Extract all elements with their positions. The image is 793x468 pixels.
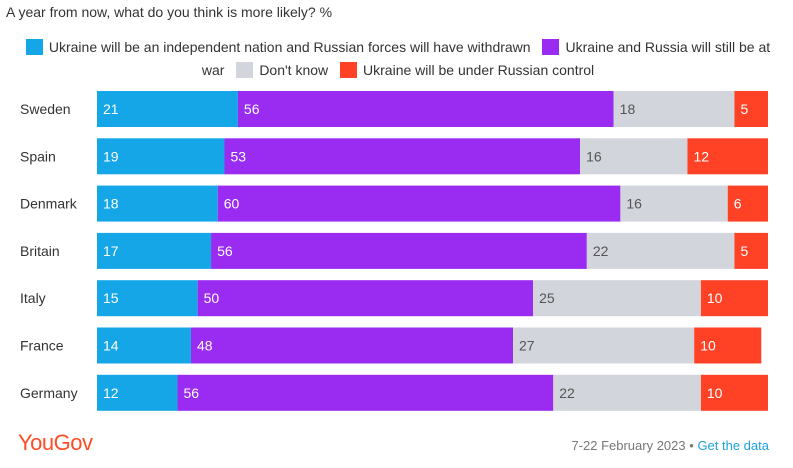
category-label-spain: Spain — [20, 148, 56, 164]
bar-sweden-series-2 — [613, 91, 735, 127]
value-label-germany-series-2: 22 — [559, 385, 575, 401]
value-label-germany-series-1: 56 — [184, 385, 200, 401]
legend: Ukraine will be an independent nation an… — [18, 36, 778, 82]
bar-sweden-series-1 — [237, 91, 614, 127]
category-label-italy: Italy — [20, 290, 46, 306]
bar-sweden-series-0 — [97, 91, 238, 127]
legend-label-war: Ukraine and Russia will still be at war — [201, 39, 771, 78]
fieldwork-date: 7-22 February 2023 — [571, 438, 686, 453]
value-label-spain-series-1: 53 — [230, 148, 246, 164]
value-label-britain-series-3: 5 — [740, 243, 748, 259]
value-label-italy-series-1: 50 — [204, 290, 220, 306]
legend-item-withdrawn: Ukraine will be an independent nation an… — [25, 39, 531, 55]
value-label-france-series-3: 10 — [700, 338, 716, 354]
value-label-germany-series-0: 12 — [103, 385, 119, 401]
bar-france-series-0 — [97, 327, 191, 364]
get-the-data-link[interactable]: Get the data — [697, 438, 769, 453]
bar-germany-series-2 — [553, 374, 701, 411]
bar-spain-series-3 — [687, 138, 768, 175]
legend-label-russian-control: Ukraine will be under Russian control — [363, 62, 595, 78]
bar-britain-series-3 — [734, 232, 768, 269]
value-label-germany-series-3: 10 — [707, 385, 723, 401]
bar-britain-series-1 — [211, 232, 587, 269]
legend-item-russian-control: Ukraine will be under Russian control — [340, 62, 594, 78]
stacked-bar-chart: Sweden 21 56 18 5 Spain 19 53 16 12 Denmark 18 60 16 6… — [20, 91, 768, 411]
bar-italy-series-0 — [97, 280, 198, 317]
bar-italy-series-3 — [700, 280, 768, 317]
bar-germany-series-0 — [97, 374, 178, 411]
value-label-spain-series-3: 12 — [693, 148, 709, 164]
bar-denmark-series-3 — [727, 185, 768, 222]
value-label-denmark-series-0: 18 — [103, 196, 119, 212]
bar-france-series-3 — [694, 327, 762, 364]
bar-denmark-series-0 — [97, 185, 218, 222]
bar-denmark-series-2 — [620, 185, 728, 222]
legend-swatch-war — [542, 39, 560, 55]
category-label-britain: Britain — [20, 243, 60, 259]
value-label-italy-series-3: 10 — [707, 290, 723, 306]
legend-swatch-withdrawn — [25, 39, 43, 55]
value-label-france-series-1: 48 — [197, 338, 213, 354]
bar-italy-series-2 — [533, 280, 701, 317]
value-label-denmark-series-2: 16 — [626, 196, 642, 212]
legend-swatch-russian-control — [340, 62, 358, 78]
value-label-spain-series-0: 19 — [103, 148, 119, 164]
value-label-britain-series-1: 56 — [217, 243, 233, 259]
value-label-britain-series-0: 17 — [103, 243, 119, 259]
footer-info: 7-22 February 2023 • Get the data — [571, 438, 769, 453]
bar-france-series-1 — [190, 327, 514, 364]
value-label-sweden-series-1: 56 — [244, 101, 260, 117]
bar-denmark-series-1 — [217, 185, 621, 222]
footer-separator: • — [689, 438, 694, 453]
legend-label-dont-know: Don't know — [259, 62, 329, 78]
value-label-italy-series-0: 15 — [103, 290, 119, 306]
chart-title: A year from now, what do you think is mo… — [6, 4, 333, 20]
legend-item-dont-know: Don't know — [236, 62, 328, 78]
yougov-logo: YouGov — [18, 430, 93, 455]
value-label-sweden-series-0: 21 — [103, 101, 119, 117]
value-label-denmark-series-1: 60 — [224, 196, 240, 212]
value-label-france-series-2: 27 — [519, 338, 535, 354]
bar-britain-series-0 — [97, 232, 212, 269]
value-label-sweden-series-2: 18 — [620, 101, 636, 117]
bar-spain-series-2 — [580, 138, 688, 175]
legend-item-war — [542, 39, 565, 55]
category-label-germany: Germany — [20, 385, 78, 401]
value-label-britain-series-2: 22 — [593, 243, 609, 259]
bar-spain-series-0 — [97, 138, 225, 175]
bar-germany-series-1 — [177, 374, 554, 411]
value-label-spain-series-2: 16 — [586, 148, 602, 164]
value-label-denmark-series-3: 6 — [734, 196, 742, 212]
category-label-denmark: Denmark — [20, 196, 78, 212]
bar-britain-series-2 — [586, 232, 735, 269]
value-label-france-series-0: 14 — [103, 338, 119, 354]
category-label-france: France — [20, 338, 64, 354]
bar-germany-series-3 — [700, 374, 768, 411]
bar-spain-series-1 — [224, 138, 581, 175]
legend-swatch-dont-know — [236, 62, 254, 78]
value-label-sweden-series-3: 5 — [740, 101, 748, 117]
legend-label-withdrawn: Ukraine will be an independent nation an… — [48, 39, 531, 55]
category-label-sweden: Sweden — [20, 101, 71, 117]
bar-france-series-2 — [513, 327, 695, 364]
bar-italy-series-1 — [197, 280, 534, 317]
bar-sweden-series-3 — [734, 91, 768, 127]
value-label-italy-series-2: 25 — [539, 290, 555, 306]
